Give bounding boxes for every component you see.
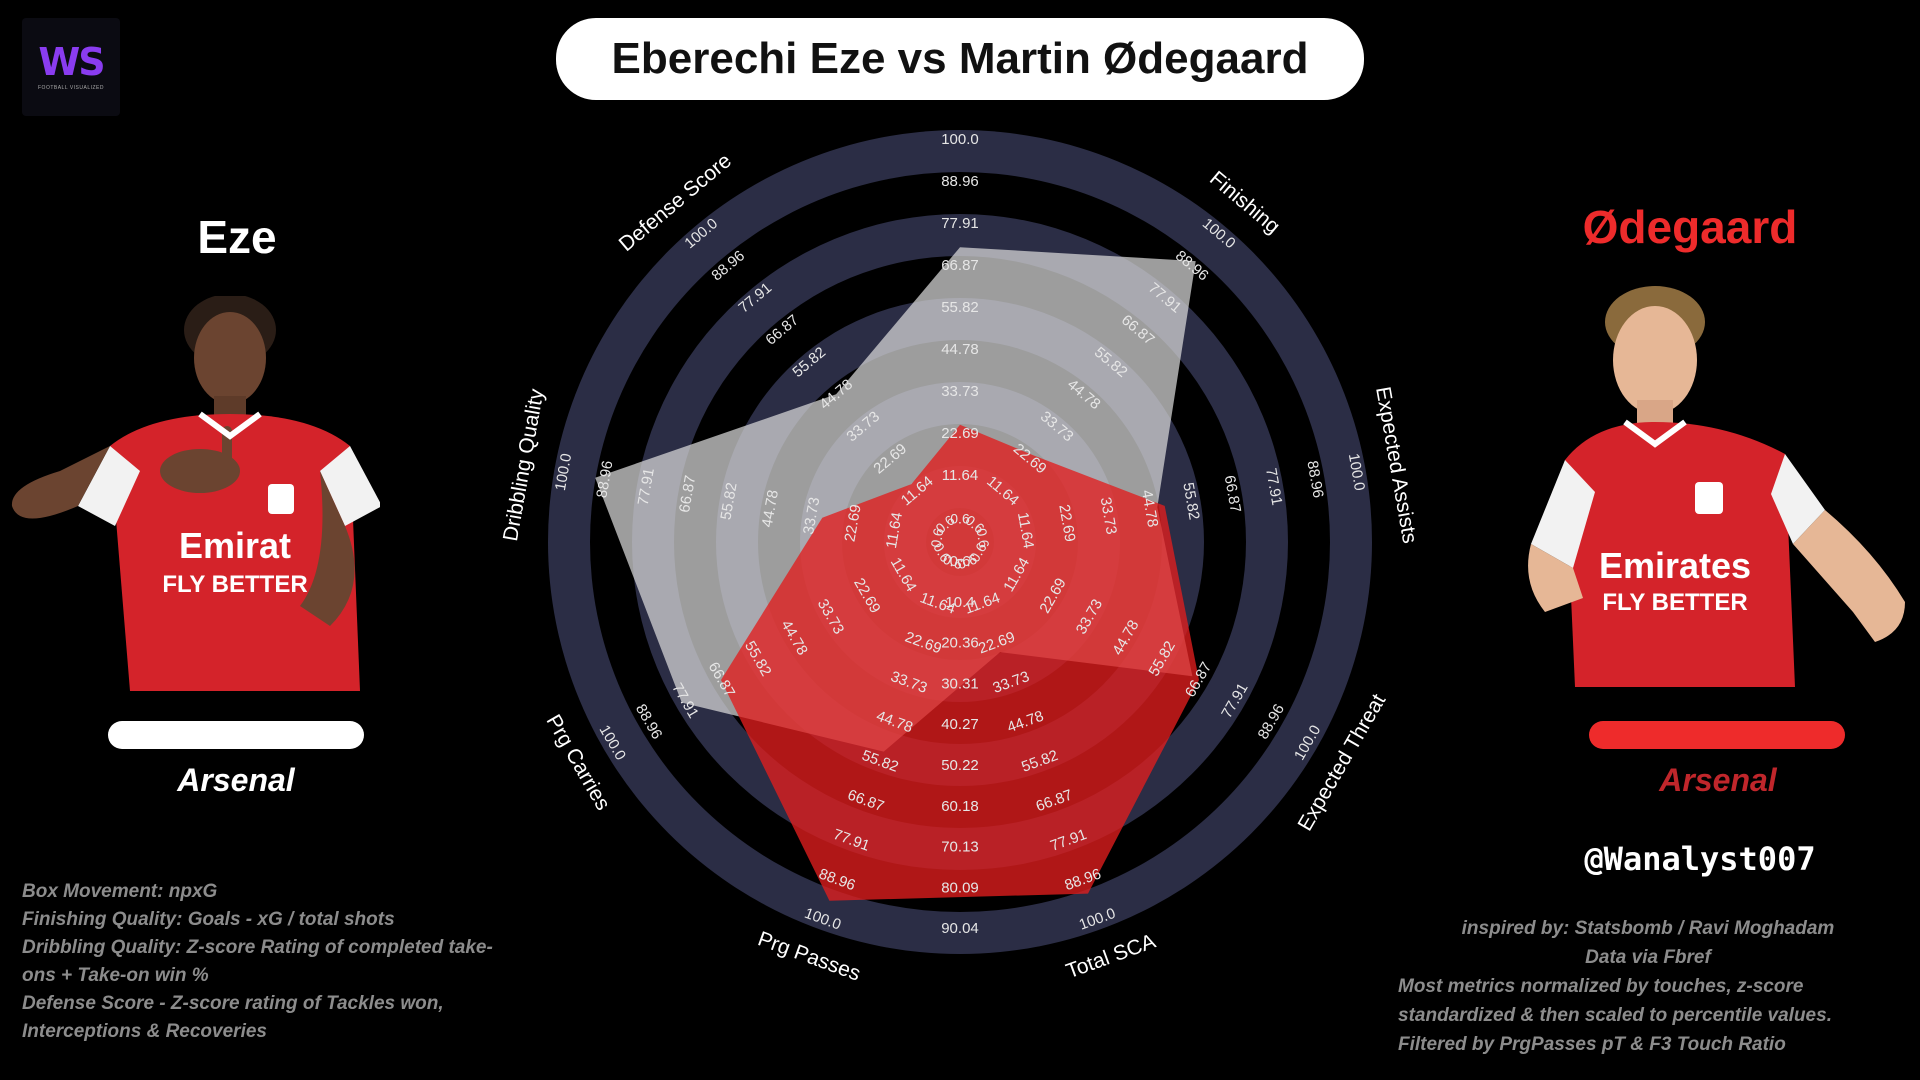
note-line: Defense Score - Z-score rating of Tackle… xyxy=(22,993,444,1014)
radar-axis-label: Dribbling Quality xyxy=(499,387,548,543)
title-pill: Eberechi Eze vs Martin Ødegaard xyxy=(556,18,1364,100)
radar-series xyxy=(595,247,1199,901)
radar-tick-label: 0.6 xyxy=(955,551,979,573)
player1-club: Arsenal xyxy=(177,762,295,798)
radar-tick-label: 55.82 xyxy=(1179,481,1202,521)
radar-tick-label: 22.69 xyxy=(1055,503,1078,543)
radar-tick-label: 66.87 xyxy=(676,474,699,514)
radar-tick-label: 50.22 xyxy=(941,757,979,774)
player2-club: Arsenal xyxy=(1659,762,1777,798)
note-line: standardized & then scaled to percentile… xyxy=(1398,1005,1832,1026)
radar-tick-label: 22.69 xyxy=(941,425,979,442)
player1-color-bar xyxy=(108,721,364,749)
note-line: ons + Take-on win % xyxy=(22,965,209,986)
radar-axis-label: Total SCA xyxy=(1063,930,1159,984)
radar-tick-label: 44.78 xyxy=(941,341,979,358)
radar-tick-label: 100.0 xyxy=(1345,452,1368,492)
radar-tick-label: 0.6 xyxy=(950,553,971,570)
radar-tick-label: 80.09 xyxy=(941,879,979,896)
note-line: Interceptions & Recoveries xyxy=(22,1021,267,1042)
metric-notes: Box Movement: npxG Finishing Quality: Go… xyxy=(22,878,542,1046)
radar-tick-label: 55.82 xyxy=(941,299,979,316)
source-notes: inspired by: Statsbomb / Ravi Moghadam D… xyxy=(1398,914,1898,1059)
radar-tick-label: 77.91 xyxy=(635,467,658,507)
radar-tick-label: 30.31 xyxy=(941,675,979,692)
radar-tick-label: 0.6 xyxy=(950,511,970,527)
note-line: Finishing Quality: Goals - xG / total sh… xyxy=(22,909,395,930)
note-line: inspired by: Statsbomb / Ravi Moghadam xyxy=(1461,918,1835,939)
svg-text:Emirat: Emirat xyxy=(179,525,291,566)
page-title: Eberechi Eze vs Martin Ødegaard xyxy=(611,34,1309,83)
radar-chart: 11.64 22.69 33.73 44.78 55.82 66.87 77.91 88.96… xyxy=(499,130,1421,986)
author-handle: @Wanalyst007 xyxy=(1584,840,1816,878)
radar-tick-label: 60.18 xyxy=(941,798,979,815)
logo-subtitle: FOOTBALL VISUALIZED xyxy=(38,85,104,91)
radar-tick-label: 0.6 xyxy=(973,527,992,549)
radar-tick-label: 90.04 xyxy=(941,920,979,937)
radar-tick-label: 100.0 xyxy=(552,452,575,492)
radar-tick-label: 33.73 xyxy=(1097,496,1120,536)
player2-color-bar xyxy=(1589,721,1845,749)
radar-tick-label: 88.96 xyxy=(1303,459,1326,499)
logo-mark: WS xyxy=(38,40,105,84)
radar-tick-label: 55.82 xyxy=(717,481,740,521)
svg-text:FLY BETTER: FLY BETTER xyxy=(162,571,307,598)
player1-photo: Emirat FLY BETTER xyxy=(11,296,380,691)
note-line: Dribbling Quality: Z-score Rating of com… xyxy=(22,937,493,958)
radar-tick-label: 66.87 xyxy=(941,257,979,274)
radar-tick-label: 70.13 xyxy=(941,839,979,856)
radar-tick-label: 100.0 xyxy=(941,131,979,148)
radar-tick-label: 66.87 xyxy=(1221,474,1244,514)
radar-tick-label: 0.6 xyxy=(927,527,946,549)
brand-logo: WS FOOTBALL VISUALIZED xyxy=(22,18,120,116)
note-line: Filtered by PrgPasses pT & F3 Touch Rati… xyxy=(1398,1034,1786,1055)
radar-tick-label: 10.4 xyxy=(945,594,974,611)
radar-tick-label: 88.96 xyxy=(593,459,616,499)
radar-tick-label: 33.73 xyxy=(941,383,979,400)
radar-tick-label: 77.91 xyxy=(1262,467,1285,507)
player2-name: Ødegaard xyxy=(1582,201,1798,253)
radar-tick-label: 44.78 xyxy=(759,489,782,529)
radar-tick-label: 33.73 xyxy=(800,496,823,536)
radar-tick-label: 22.69 xyxy=(841,503,864,543)
note-line: Data via Fbref xyxy=(1585,947,1711,968)
radar-tick-label: 44.78 xyxy=(1138,489,1161,529)
player1-name: Eze xyxy=(197,211,277,263)
radar-tick-label: 11.64 xyxy=(883,511,906,550)
radar-axis-label: Expected Assists xyxy=(1371,385,1421,545)
radar-tick-label: 20.36 xyxy=(941,635,979,652)
radar-tick-label: 77.91 xyxy=(941,215,979,232)
radar-tick-label: 40.27 xyxy=(941,716,979,733)
radar-tick-label: 11.64 xyxy=(1014,511,1037,550)
radar-tick-label: 0.6 xyxy=(941,551,965,573)
radar-series-1 xyxy=(721,424,1199,901)
player2-photo: Emirates FLY BETTER xyxy=(1528,286,1905,687)
radar-tick-label: 11.64 xyxy=(942,467,978,484)
svg-text:Emirates: Emirates xyxy=(1599,545,1751,586)
note-line: Box Movement: npxG xyxy=(22,881,218,902)
note-line: Most metrics normalized by touches, z-sc… xyxy=(1398,976,1804,997)
radar-tick-label: 88.96 xyxy=(941,173,979,190)
svg-text:FLY BETTER: FLY BETTER xyxy=(1602,589,1747,616)
